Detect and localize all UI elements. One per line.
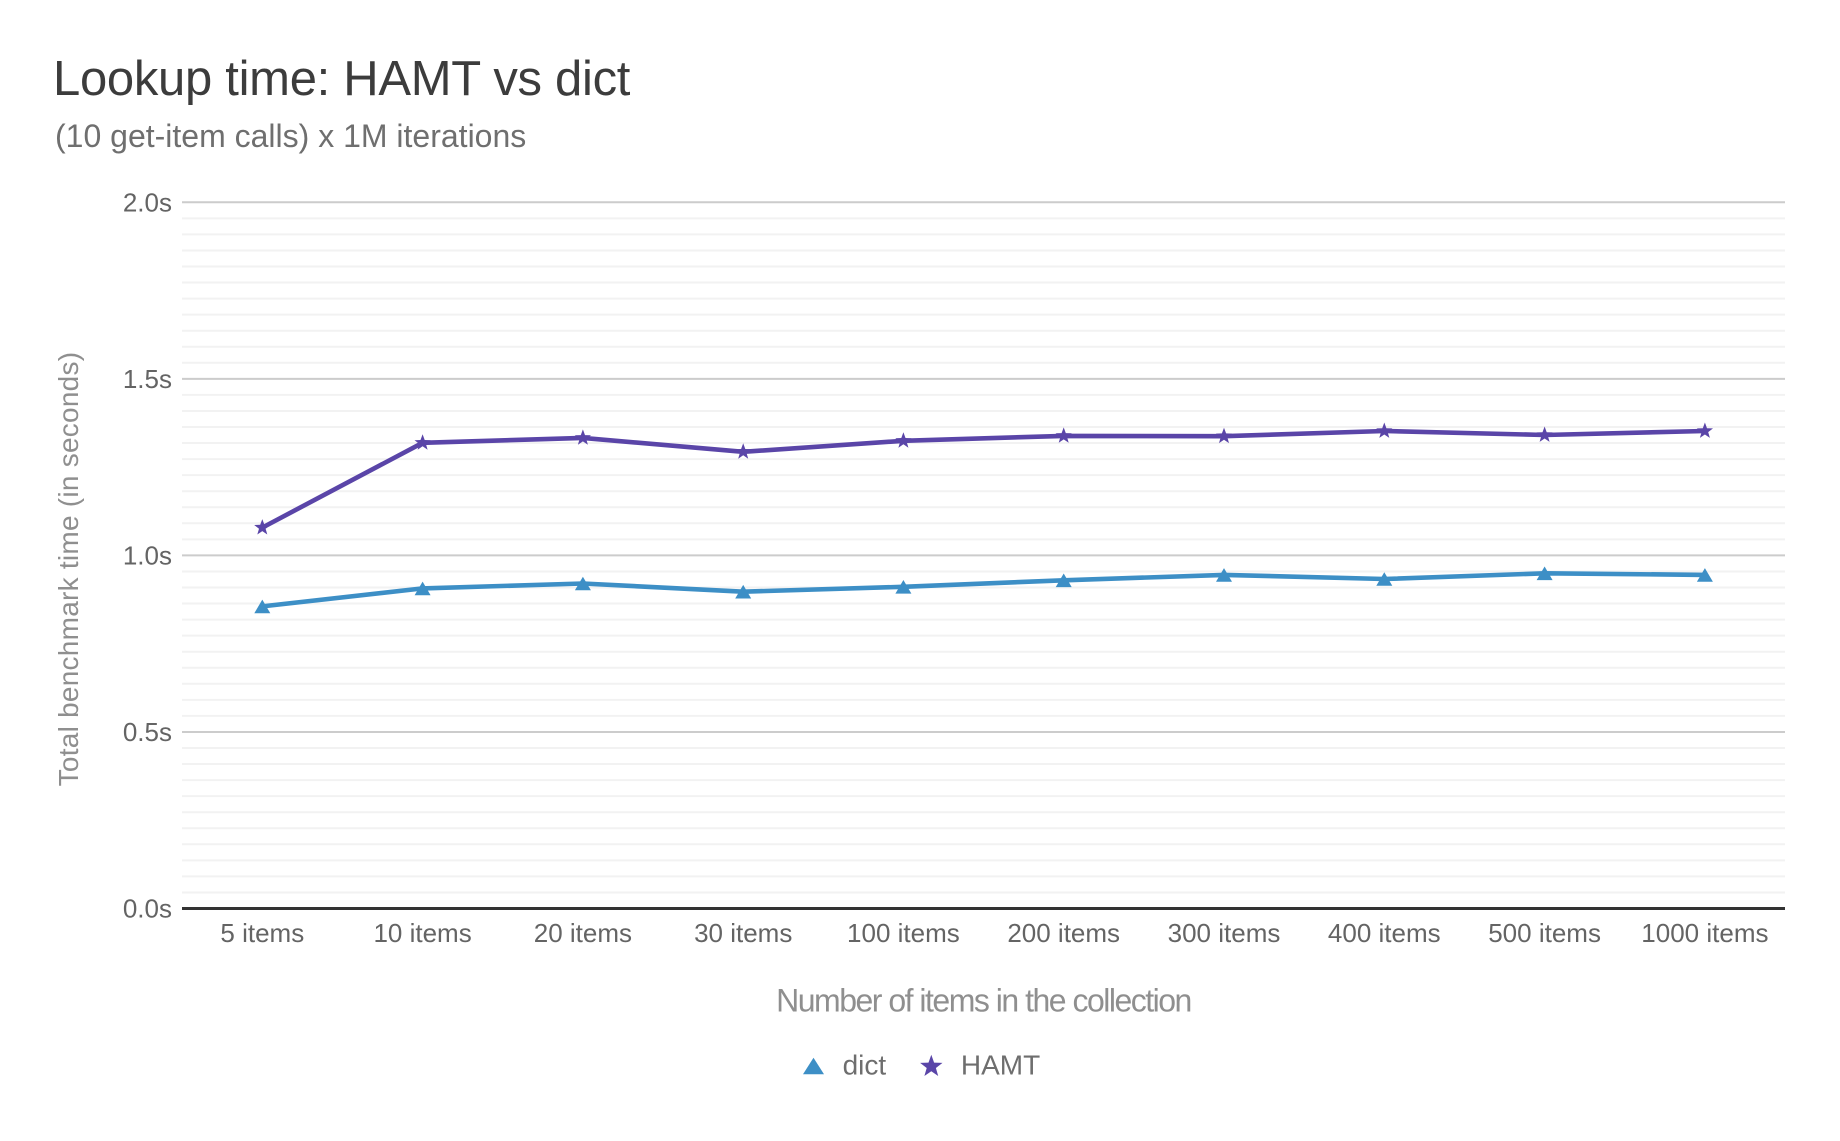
svg-text:500 items: 500 items xyxy=(1488,918,1601,948)
svg-text:1.5s: 1.5s xyxy=(123,364,172,394)
svg-text:dict: dict xyxy=(843,1049,887,1080)
svg-text:1.0s: 1.0s xyxy=(123,541,172,571)
svg-text:HAMT: HAMT xyxy=(961,1049,1040,1080)
svg-text:2.0s: 2.0s xyxy=(123,188,172,218)
svg-text:5 items: 5 items xyxy=(220,918,304,948)
svg-text:0.5s: 0.5s xyxy=(123,717,172,747)
svg-text:Total benchmark time (in secon: Total benchmark time (in seconds) xyxy=(53,352,84,787)
svg-text:300 items: 300 items xyxy=(1168,918,1281,948)
svg-text:1000 items: 1000 items xyxy=(1641,918,1768,948)
svg-text:(10 get-item calls) x 1M itera: (10 get-item calls) x 1M iterations xyxy=(55,118,526,154)
svg-text:100 items: 100 items xyxy=(847,918,960,948)
svg-text:Lookup time: HAMT vs dict: Lookup time: HAMT vs dict xyxy=(53,52,631,106)
svg-text:200 items: 200 items xyxy=(1007,918,1120,948)
svg-text:30 items: 30 items xyxy=(694,918,792,948)
svg-text:400 items: 400 items xyxy=(1328,918,1441,948)
svg-text:10 items: 10 items xyxy=(373,918,471,948)
svg-text:20 items: 20 items xyxy=(534,918,632,948)
svg-text:0.0s: 0.0s xyxy=(123,894,172,924)
svg-text:Number of items in the collect: Number of items in the collection xyxy=(776,983,1191,1019)
